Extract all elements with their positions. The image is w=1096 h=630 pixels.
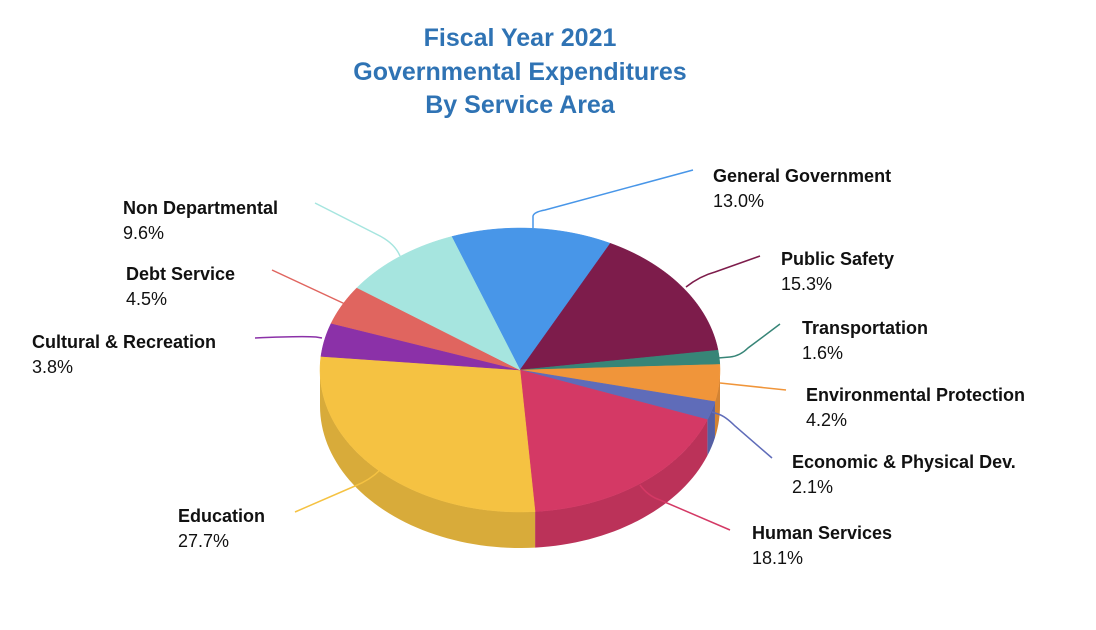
slice-label-cultural-recreation: Cultural & Recreation [32,332,216,352]
pie-slice-debt-service[interactable] [330,287,521,371]
leader-line-transportation [717,323,781,359]
slice-label-education: Education [178,506,265,526]
leader-line-public-safety [685,255,761,288]
slice-label-debt-service: Debt Service [126,264,235,284]
slice-label-environmental-protection: Environmental Protection [806,385,1025,405]
pie-sides [320,370,720,548]
slice-value-education: 27.7% [178,531,229,551]
slice-label-general-government: General Government [713,166,891,186]
leader-line-human-services [639,484,731,531]
slice-value-general-government: 13.0% [713,191,764,211]
pie-side-education [320,370,536,548]
slice-value-debt-service: 4.5% [126,289,167,309]
slice-label-human-services: Human Services [752,523,892,543]
slice-label-transportation: Transportation [802,318,928,338]
chart-title-line-2: Governmental Expenditures [353,58,686,86]
slice-value-cultural-recreation: 3.8% [32,357,73,377]
pie-side-human-services [535,419,708,548]
slice-value-non-departmental: 9.6% [123,223,164,243]
slice-value-environmental-protection: 4.2% [806,410,847,430]
leader-lines [254,169,787,531]
slice-value-human-services: 18.1% [752,548,803,568]
slice-label-non-departmental: Non Departmental [123,198,278,218]
pie-slice-public-safety[interactable] [519,243,719,371]
pie-slice-education[interactable] [319,356,536,513]
leader-line-education [294,469,381,513]
leader-line-general-government [532,169,694,228]
slice-value-transportation: 1.6% [802,343,843,363]
slice-label-public-safety: Public Safety [781,249,894,269]
chart-title-line-1: Fiscal Year 2021 [424,24,617,52]
leader-line-economic-physical-dev- [711,411,773,459]
slice-value-public-safety: 15.3% [781,274,832,294]
slice-labels: General Government 13.0% Public Safety 15.3… [32,166,1025,568]
leader-line-debt-service [271,269,346,305]
pie-side-economic-physical-dev- [707,401,715,456]
leader-line-cultural-recreation [254,335,323,339]
leader-line-non-departmental [314,202,401,257]
pie-slice-human-services[interactable] [519,369,708,512]
leader-line-environmental-protection [719,382,787,391]
slice-label-economic-physical-dev-: Economic & Physical Dev. [792,452,1016,472]
pie-slice-environmental-protection[interactable] [519,364,721,402]
slice-value-economic-physical-dev-: 2.1% [792,477,833,497]
pie-slice-non-departmental[interactable] [356,236,521,371]
chart-title-line-3: By Service Area [425,91,616,119]
pie-slice-general-government[interactable] [451,227,611,371]
pie-slice-cultural-recreation[interactable] [320,323,521,371]
pie-tops [319,227,721,513]
